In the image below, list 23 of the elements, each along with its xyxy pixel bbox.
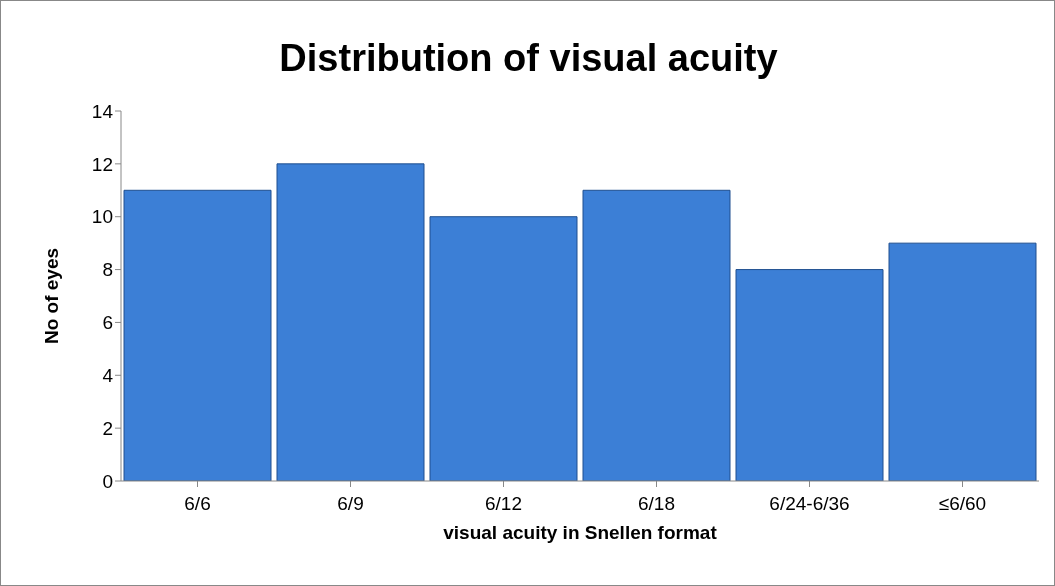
bar <box>429 216 578 481</box>
bar <box>582 189 731 481</box>
x-tick-label: 6/12 <box>485 493 522 515</box>
y-tick-label: 4 <box>102 365 114 387</box>
y-tick-label: 14 <box>91 100 114 122</box>
bar <box>888 242 1037 481</box>
x-tick-label: 6/9 <box>337 493 364 515</box>
bar <box>276 163 425 481</box>
y-axis-title: No of eyes <box>40 247 62 345</box>
chart-title: Distribution of visual acuity <box>278 37 779 80</box>
x-tick-label: 6/6 <box>184 493 211 515</box>
y-tick-label: 10 <box>91 206 113 228</box>
y-tick-label: 0 <box>102 470 113 492</box>
bar <box>735 269 884 481</box>
x-tick-label: 6/24-6/36 <box>769 493 850 515</box>
x-axis-title: visual acuity in Snellen format <box>443 522 718 543</box>
y-tick-label: 6 <box>102 312 113 334</box>
bar <box>123 189 272 481</box>
y-tick-label: 12 <box>91 153 113 175</box>
x-tick-label: 6/18 <box>638 493 675 515</box>
y-tick-label: 2 <box>102 417 113 439</box>
y-tick-label: 8 <box>102 259 113 281</box>
x-tick-label: ≤6/60 <box>938 493 987 515</box>
